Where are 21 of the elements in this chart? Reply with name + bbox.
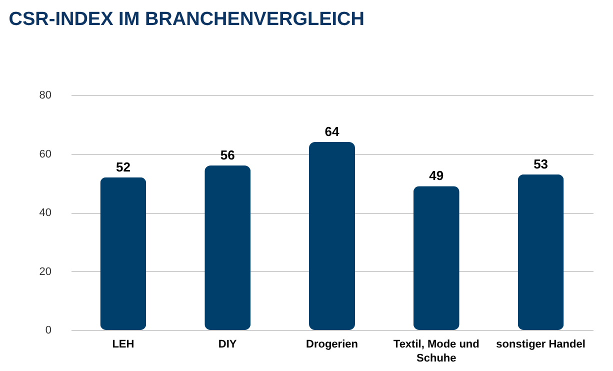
x-tick-label: LEH xyxy=(112,338,134,350)
data-label: 53 xyxy=(534,156,548,172)
x-tick-label: DIY xyxy=(218,338,238,350)
chart-title: CSR-INDEX IM BRANCHENVERGLEICH xyxy=(8,9,365,30)
x-tick-label: Drogerien xyxy=(306,338,358,350)
data-label: 56 xyxy=(220,148,235,162)
data-label: 52 xyxy=(116,159,130,174)
y-tick-label: 40 xyxy=(39,207,52,219)
bar xyxy=(518,174,564,330)
y-tick-label: 20 xyxy=(39,266,52,278)
y-tick-label: 0 xyxy=(45,324,52,336)
x-tick-label: Textil, Mode und Schuhe xyxy=(393,338,480,364)
data-label: 64 xyxy=(324,124,340,139)
y-tick-label: 60 xyxy=(39,148,52,160)
data-label: 49 xyxy=(429,168,444,184)
bar xyxy=(413,186,460,330)
bar xyxy=(309,142,355,330)
x-tick-label: sonstiger Handel xyxy=(496,338,586,350)
y-tick-label: 80 xyxy=(39,90,52,102)
bar xyxy=(100,177,146,330)
bar xyxy=(204,166,251,330)
